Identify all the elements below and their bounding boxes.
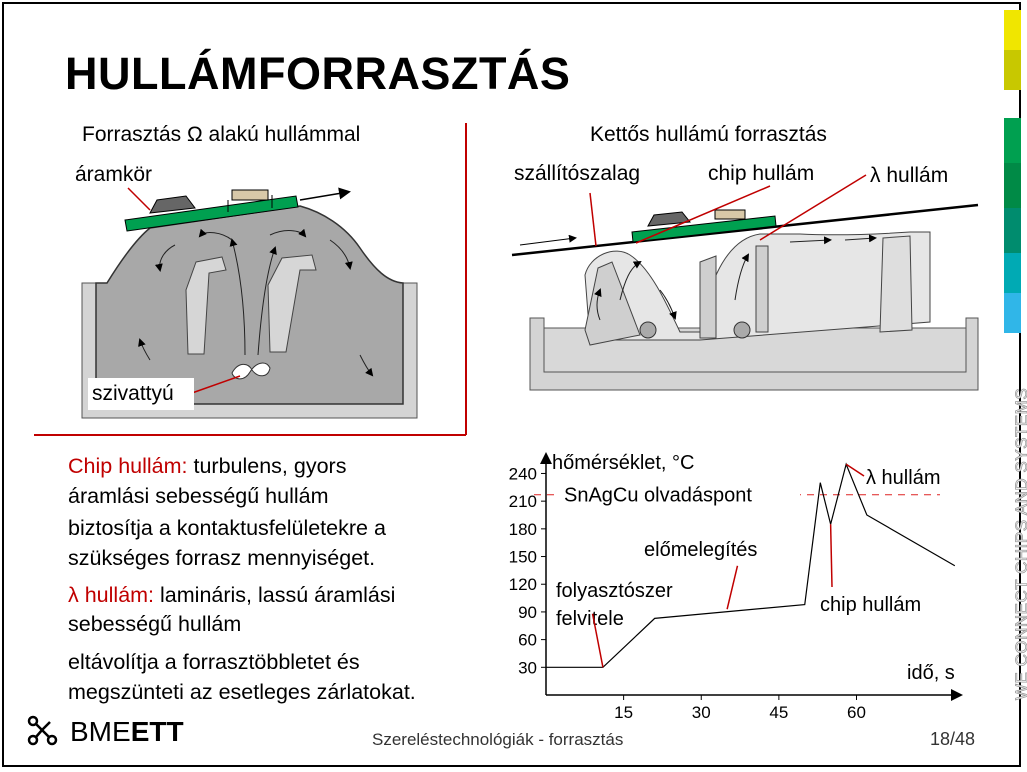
x-axis-label: idő, s bbox=[907, 662, 955, 684]
lambda-line-4: megszünteti az esetleges zárlatokat. bbox=[68, 680, 416, 704]
leader-flux bbox=[591, 613, 604, 668]
lambda-line-1: λ hullám: lamináris, lassú áramlási bbox=[68, 583, 395, 608]
page-number: 18/48 bbox=[930, 729, 976, 749]
label-circuit: áramkör bbox=[75, 163, 153, 186]
chip-line-1-rest: turbulens, gyors bbox=[187, 454, 347, 478]
logo-text: BMEETT bbox=[70, 716, 184, 748]
label-pump: szivattyú bbox=[92, 382, 174, 405]
annotation-flux: folyasztószer bbox=[556, 580, 673, 602]
lambda-line-3: eltávolítja a forrasztöbbletet és bbox=[68, 650, 360, 674]
leader-lambda bbox=[845, 463, 865, 477]
stripe-4 bbox=[1004, 163, 1021, 208]
stripe-5 bbox=[1004, 208, 1021, 253]
temperature-chart: 30 60 90 120 150 180 210 240 15 30 45 60 SnAgCu olva… bbox=[509, 452, 963, 722]
y-tick-label: 60 bbox=[518, 631, 537, 650]
chip-line-2: áramlási sebességű hullám bbox=[68, 484, 329, 508]
annotation-chip: chip hullám bbox=[820, 594, 921, 616]
y-tick-label: 210 bbox=[509, 492, 537, 511]
melting-label-bg bbox=[558, 480, 800, 507]
bmeett-logo-icon bbox=[27, 715, 58, 746]
double-wave-heading: Kettős hullámú forrasztás bbox=[590, 123, 827, 146]
y-tick-label: 150 bbox=[509, 548, 537, 567]
chip-line-3: biztosítja a kontaktusfelületekre a bbox=[68, 516, 386, 540]
chip-term: Chip hullám: bbox=[68, 454, 188, 478]
label-conveyor: szállítószalag bbox=[514, 162, 641, 185]
stripe-6 bbox=[1004, 253, 1021, 293]
melting-point-label: SnAgCu olvadáspont bbox=[564, 485, 752, 507]
logo-prefix: BME bbox=[70, 716, 131, 747]
stripe-1 bbox=[1004, 10, 1021, 50]
y-tick-label: 30 bbox=[518, 658, 537, 677]
lambda-term: λ hullám: bbox=[68, 583, 155, 607]
logo-suffix: ETT bbox=[130, 716, 184, 747]
annotation-preheat: előmelegítés bbox=[644, 539, 757, 561]
x-tick-label: 15 bbox=[614, 703, 633, 722]
stripe-3 bbox=[1004, 118, 1021, 163]
x-tick-label: 30 bbox=[692, 703, 711, 722]
lambda-line-1-rest: lamináris, lassú áramlási bbox=[154, 583, 396, 607]
lambda-line-2: sebességű hullám bbox=[68, 612, 242, 636]
y-tick-label: 180 bbox=[509, 520, 537, 539]
page-title: HULLÁMFORRASZTÁS bbox=[65, 48, 571, 99]
footer-title: Szereléstechnológiák - forrasztás bbox=[372, 730, 624, 749]
y-tick-label: 90 bbox=[518, 603, 537, 622]
y-tick-label: 240 bbox=[509, 464, 537, 483]
x-tick-label: 60 bbox=[847, 703, 866, 722]
temperature-profile-line bbox=[546, 462, 956, 668]
stripe-7 bbox=[1004, 293, 1021, 333]
x-tick-label: 45 bbox=[769, 703, 788, 722]
omega-heading: Forrasztás Ω alakú hullámmal bbox=[82, 123, 361, 146]
annotation-lambda: λ hullám bbox=[866, 467, 940, 489]
annotation-flux-2: felvitele bbox=[556, 608, 624, 630]
chip-line-4: szükséges forrasz mennyiséget. bbox=[68, 546, 376, 570]
omega-wave-figure bbox=[81, 187, 418, 419]
label-chip-wave: chip hullám bbox=[708, 162, 815, 185]
y-axis-label: hőmérséklet, °C bbox=[552, 452, 695, 474]
stripe-2 bbox=[1004, 50, 1021, 90]
y-tick-label: 120 bbox=[509, 575, 537, 594]
double-wave-figure bbox=[511, 203, 979, 391]
leader-preheat bbox=[726, 565, 739, 610]
label-lambda-wave: λ hullám bbox=[870, 164, 949, 187]
chip-line-1: Chip hullám: turbulens, gyors bbox=[68, 454, 346, 479]
leader-chip bbox=[829, 524, 833, 588]
